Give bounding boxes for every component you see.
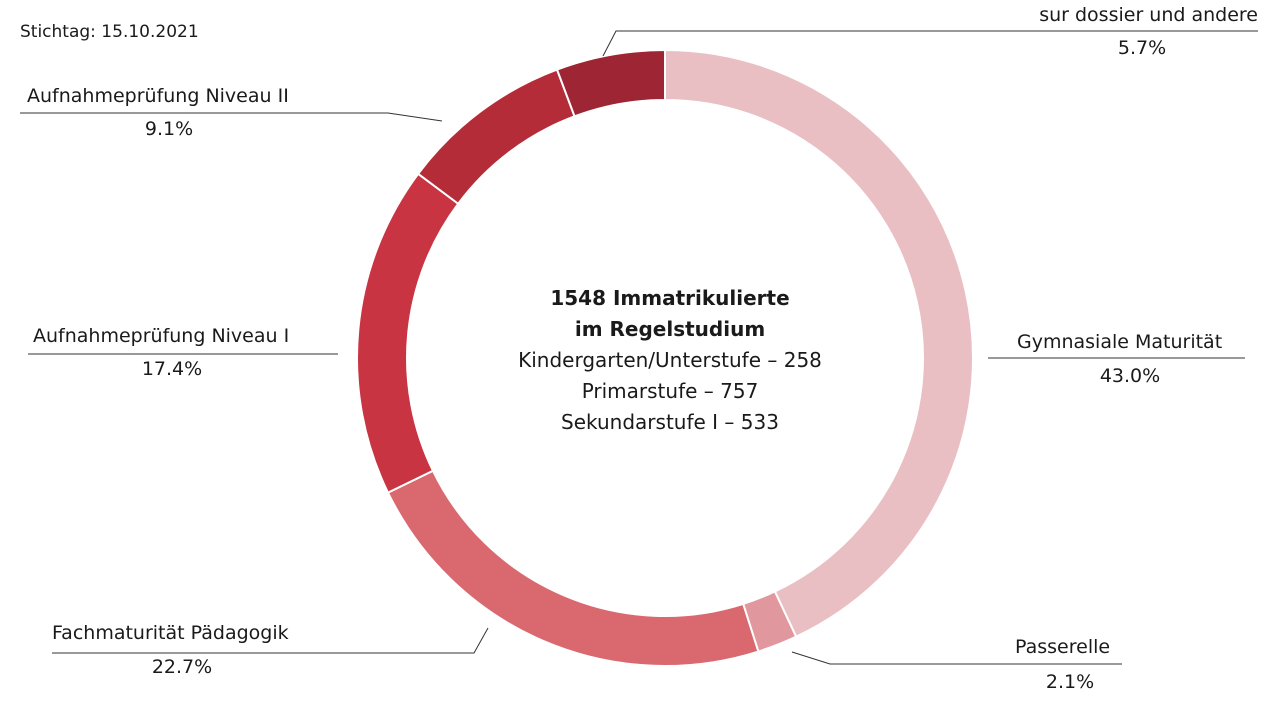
slice-fachmaturitaet: [386, 469, 760, 667]
label-dossier: sur dossier und andere: [1039, 4, 1258, 26]
label-niveau1: Aufnahmeprüfung Niveau I: [33, 325, 290, 347]
value-niveau2: 9.1%: [144, 118, 194, 140]
leader-passerelle: [791, 651, 1122, 665]
leader-niveau2: [20, 112, 443, 122]
center-primarstufe: Primarstufe – 757: [581, 379, 759, 403]
label-gymnasiale: Gymnasiale Maturität: [1017, 331, 1223, 353]
label-fachmaturitaet: Fachmaturität Pädagogik: [52, 622, 289, 644]
leader-fachmaturitaet: [52, 627, 489, 654]
label-niveau2: Aufnahmeprüfung Niveau II: [27, 85, 289, 107]
leader-dossier: [602, 30, 1258, 57]
center-total: 1548 Immatrikulierte: [550, 286, 790, 310]
value-fachmaturitaet: 22.7%: [151, 656, 213, 678]
slice-niveau2: [416, 68, 576, 206]
value-gymnasiale: 43.0%: [1099, 365, 1161, 387]
value-dossier: 5.7%: [1117, 37, 1167, 59]
value-passerelle: 2.1%: [1045, 671, 1095, 693]
label-passerelle: Passerelle: [1015, 636, 1111, 658]
center-sekundarstufe: Sekundarstufe I – 533: [561, 410, 779, 434]
stichtag-label: Stichtag: 15.10.2021: [20, 22, 199, 42]
slice-niveau1: [356, 172, 460, 494]
center-subtitle: im Regelstudium: [574, 317, 766, 341]
slice-dossier: [555, 48, 666, 118]
center-kindergarten: Kindergarten/Unterstufe – 258: [518, 348, 822, 372]
center-summary: 1548 Immatrikulierte im Regelstudium Kin…: [470, 283, 870, 438]
value-niveau1: 17.4%: [141, 358, 203, 380]
